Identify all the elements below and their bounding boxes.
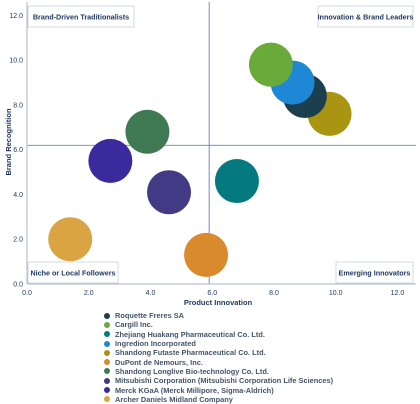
quadrant-label-top-left: Brand-Driven Traditionalists <box>27 5 135 28</box>
y-tick-label: 6.0 <box>13 147 23 154</box>
legend-label: Roquette Freres SA <box>115 311 184 321</box>
bubble <box>125 109 170 154</box>
quadrant-label-bottom-left: Niche or Local Followers <box>27 261 119 284</box>
quadrant-label-text: Innovation & Brand Leaders <box>318 13 414 22</box>
y-tick-label: 10.0 <box>9 58 23 65</box>
y-tick-label: 8.0 <box>13 102 23 109</box>
y-axis-title: Brand Recognition <box>4 108 13 176</box>
legend-label: Merck KGaA (Merck Millipore, Sigma-Aldri… <box>115 385 274 395</box>
y-tick-label: 12.0 <box>9 13 23 20</box>
legend-item: Shandong Futaste Pharmaceutical Co. Ltd. <box>104 348 414 357</box>
legend-marker <box>104 331 110 338</box>
quadrant-label-text: Brand-Driven Traditionalists <box>33 13 129 22</box>
legend-marker <box>104 387 110 394</box>
bubble <box>88 138 133 183</box>
y-tick-labels: 0.0 2.0 4.0 6.0 8.0 10.0 12.0 <box>9 13 23 289</box>
legend-marker <box>104 359 110 366</box>
bubble <box>248 42 293 87</box>
legend-label: DuPont de Nemours, Inc. <box>115 357 203 367</box>
legend-marker <box>104 349 110 356</box>
legend-item: DuPont de Nemours, Inc. <box>104 357 414 367</box>
legend-marker <box>104 340 110 347</box>
legend-label: Zhejiang Huakang Pharmaceutical Co. Ltd. <box>115 329 265 339</box>
legend-label: Ingredion Incorporated <box>115 339 196 349</box>
legend-label: Mitsubishi Corporation (Mitsubishi Corpo… <box>115 376 334 386</box>
legend-marker <box>104 377 110 384</box>
legend-label: Shandong Futaste Pharmaceutical Co. Ltd. <box>115 348 266 358</box>
axes <box>26 2 416 285</box>
x-tick-label: 6.0 <box>207 290 217 297</box>
legend-item: Roquette Freres SA <box>104 311 414 320</box>
legend-item: Shandong Longlive Bio-technology Co. Ltd… <box>104 367 414 376</box>
x-tick-label: 2.0 <box>84 290 94 297</box>
bubble <box>184 232 229 277</box>
y-tick-label: 4.0 <box>13 192 23 199</box>
legend-marker <box>104 396 110 403</box>
quadrant-label-bottom-right: Emerging Innovators <box>335 261 414 284</box>
legend-item: Zhejiang Huakang Pharmaceutical Co. Ltd. <box>104 330 414 339</box>
x-tick-label: 4.0 <box>146 290 156 297</box>
x-tick-labels: 0.0 2.0 4.0 6.0 8.0 10.0 12.0 <box>22 290 404 297</box>
bubble <box>147 170 192 215</box>
quadrant-label-text: Niche or Local Followers <box>30 269 115 278</box>
bubble <box>214 159 259 204</box>
legend-marker <box>104 321 110 328</box>
bubble <box>48 217 93 262</box>
bubble-layer <box>48 42 352 277</box>
x-tick-label: 0.0 <box>22 290 32 297</box>
quadrant-label-top-right: Innovation & Brand Leaders <box>318 5 414 28</box>
y-tick-label: 0.0 <box>13 282 23 289</box>
quadrant-label-text: Emerging Innovators <box>339 269 411 278</box>
x-axis-title: Product Innovation <box>184 298 253 307</box>
legend: Roquette Freres SA Cargill Inc. Zhejiang H… <box>104 311 414 404</box>
legend-label: Shandong Longlive Bio-technology Co. Ltd… <box>115 366 269 376</box>
legend-item: Merck KGaA (Merck Millipore, Sigma-Aldri… <box>104 385 414 395</box>
legend-item: Archer Daniels Midland Company <box>104 395 414 404</box>
legend-label: Cargill Inc. <box>115 320 153 330</box>
legend-label: Archer Daniels Midland Company <box>115 394 233 404</box>
x-tick-label: 12.0 <box>391 290 405 297</box>
legend-item: Ingredion Incorporated <box>104 339 414 348</box>
legend-marker <box>104 312 110 319</box>
legend-item: Cargill Inc. <box>104 320 414 329</box>
y-tick-label: 2.0 <box>13 237 23 244</box>
legend-item: Mitsubishi Corporation (Mitsubishi Corpo… <box>104 376 414 385</box>
legend-marker <box>104 368 110 375</box>
x-tick-label: 10.0 <box>329 290 343 297</box>
x-tick-label: 8.0 <box>269 290 279 297</box>
